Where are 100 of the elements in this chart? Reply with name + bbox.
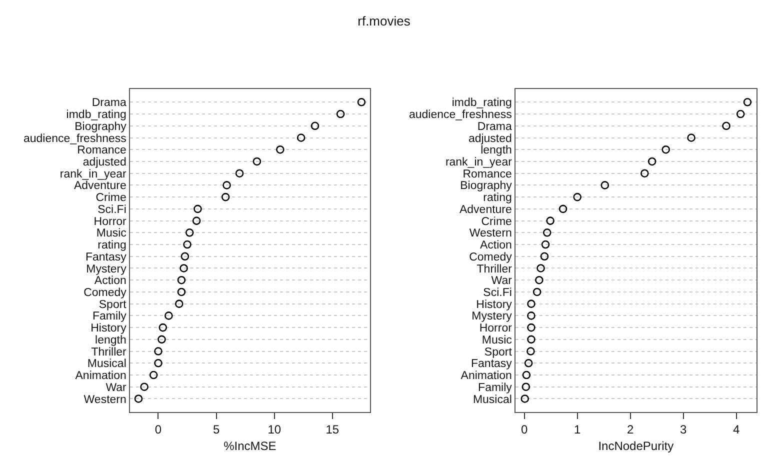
y-tick-label: Horror (479, 322, 512, 335)
point (164, 312, 173, 320)
point (662, 145, 670, 154)
y-tick-label: audience_freshness (23, 132, 127, 145)
y-tick-label: imdb_rating (66, 109, 126, 122)
x-tick-label: 5 (212, 422, 220, 436)
y-tick-label: Biography (74, 120, 127, 133)
point (536, 264, 545, 272)
y-tick-label: Fantasy (471, 358, 512, 370)
y-tick-label: Family (92, 310, 127, 323)
x-tick-label: 3 (680, 422, 687, 436)
y-tick-label: Thriller (476, 263, 512, 276)
y-tick-label: Family (478, 382, 512, 394)
point (158, 323, 168, 332)
y-tick-label: War (491, 275, 512, 288)
point (174, 300, 184, 308)
y-tick-label: Fantasy (85, 251, 127, 264)
y-tick-label: Animation (460, 370, 512, 382)
y-tick-label: length (480, 144, 512, 157)
y-tick-label: Crime (481, 216, 512, 228)
point (177, 276, 186, 284)
point (648, 157, 656, 166)
point (194, 204, 202, 214)
point (180, 252, 190, 261)
y-tick-label: Romance (462, 168, 512, 180)
point (192, 216, 201, 225)
point (527, 312, 536, 320)
y-tick-label: Thriller (91, 346, 127, 358)
y-tick-label: History (90, 322, 127, 335)
point (540, 252, 549, 261)
point (296, 134, 306, 142)
y-tick-label: Music (482, 334, 512, 346)
y-tick-label: War (106, 382, 127, 394)
point (522, 370, 531, 380)
point (542, 228, 552, 237)
y-tick-label: imdb_rating (452, 97, 512, 110)
y-tick-label: Sport (98, 298, 128, 311)
point (558, 204, 568, 214)
point (357, 98, 366, 106)
y-tick-label: Adventure (459, 204, 512, 216)
point (140, 382, 148, 392)
y-tick-label: Sci.Fi (483, 286, 512, 299)
point (535, 276, 544, 284)
x-tick-label: 0 (154, 422, 162, 436)
y-tick-label: Animation (75, 370, 126, 382)
point (158, 335, 166, 344)
point (185, 228, 194, 237)
point (687, 134, 696, 142)
y-tick-label: Comedy (469, 251, 512, 264)
point (134, 394, 143, 403)
point (149, 370, 158, 380)
point (222, 181, 231, 190)
x-tick-label: 15 (326, 422, 340, 436)
x-tick-label: 1 (574, 422, 581, 436)
x-axis-title: IncNodePurity (598, 439, 674, 454)
point (743, 98, 752, 106)
y-tick-label: rank_in_year (445, 156, 512, 168)
y-tick-label: History (476, 298, 512, 311)
x-tick-label: 4 (732, 422, 740, 436)
point (546, 216, 554, 225)
y-tick-label: rating (483, 192, 512, 204)
y-tick-label: Adventure (74, 180, 126, 192)
y-tick-label: Western (469, 228, 512, 240)
point (154, 358, 162, 368)
point (541, 240, 550, 249)
x-axis-title: %IncMSE (224, 439, 276, 454)
y-tick-label: adjusted (82, 156, 126, 168)
point (520, 394, 530, 403)
point (527, 335, 536, 344)
y-tick-label: Action (94, 275, 126, 288)
point (524, 358, 533, 368)
y-tick-label: Western (84, 394, 126, 406)
y-tick-label: Music (96, 228, 127, 240)
point (154, 347, 162, 356)
x-tick-label: 0 (520, 422, 528, 436)
y-tick-label: Action (480, 240, 512, 252)
y-tick-label: Sci.Fi (98, 204, 126, 216)
y-tick-label: Sport (484, 346, 513, 358)
point (736, 110, 745, 118)
point (177, 288, 186, 296)
y-tick-label: rating (98, 240, 126, 252)
point (310, 122, 320, 130)
y-tick-label: Crime (96, 192, 126, 204)
point (600, 181, 610, 190)
point (527, 300, 536, 308)
point (180, 264, 188, 272)
y-tick-label: rank_in_year (60, 168, 127, 180)
point (221, 192, 230, 202)
y-tick-label: Mystery (472, 310, 512, 323)
x-tick-label: 2 (626, 422, 634, 436)
point (235, 169, 244, 178)
point (522, 382, 530, 392)
y-tick-label: Biography (460, 180, 512, 192)
point (276, 145, 284, 154)
point (336, 110, 345, 118)
y-tick-label: Musical (87, 358, 126, 370)
y-tick-label: adjusted (468, 132, 512, 145)
y-tick-label: length (95, 334, 126, 346)
point (183, 240, 192, 249)
y-tick-label: Mystery (86, 263, 127, 276)
